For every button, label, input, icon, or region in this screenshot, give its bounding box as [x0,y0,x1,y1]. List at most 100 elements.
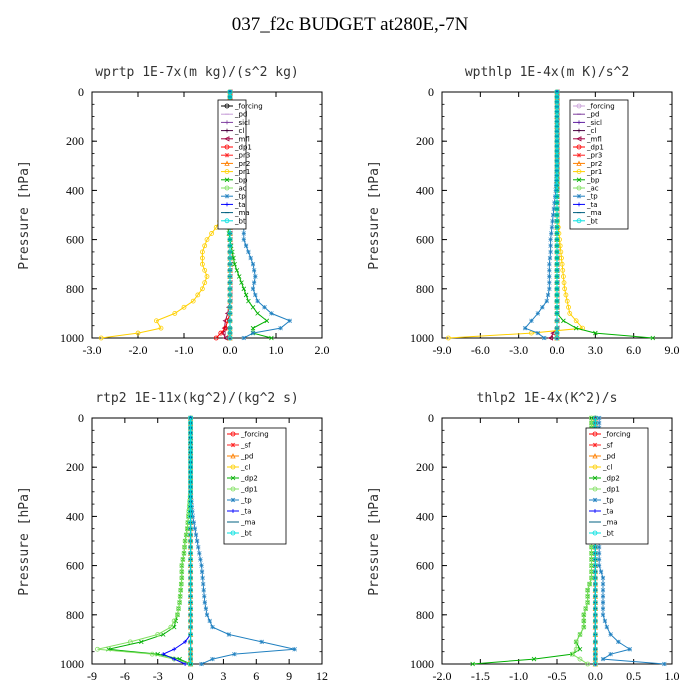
data-point [600,594,606,599]
data-point [188,445,193,450]
legend-marker [230,530,236,536]
data-point [554,335,560,341]
legend-item: _ta [573,201,598,209]
legend-label: _pr3 [234,152,250,160]
data-point [197,551,202,556]
legend-marker [577,202,581,207]
x-tick-label: 6 [253,669,259,683]
data-point [554,119,560,124]
chart-panel-4: thlp2 1E-4x(K^2)/s Pressure [hPa] 0 200 400 6… [367,391,680,683]
data-point [160,632,166,637]
data-point [608,632,613,637]
data-point [181,550,187,556]
data-point [183,662,188,666]
legend-marker [592,530,598,536]
data-point [540,305,545,310]
data-point [554,124,560,129]
data-point [232,261,237,267]
x-tick-label: -1.0 [175,343,194,357]
data-point [188,520,193,525]
x-tick-label: 0.0 [550,343,565,357]
legend-marker [576,185,582,191]
data-point [548,237,553,242]
legend-item: _cl [227,464,250,472]
legend-marker [225,120,229,125]
data-point [592,415,598,421]
data-point [188,612,193,618]
legend-label: _ta [602,508,614,516]
data-point [561,318,566,324]
data-point [188,504,193,509]
data-point [188,489,193,495]
legend-item: _sf [589,442,613,450]
data-point [188,544,193,550]
data-point [547,286,552,292]
legend-label: _forcing [586,103,615,111]
data-point [577,656,583,662]
panel-title: thlp2 1E-4x(K^2)/s [477,391,618,406]
data-point [188,581,193,587]
data-point [227,280,233,286]
data-point [560,267,566,273]
data-point [227,298,233,304]
data-point [190,298,196,304]
data-point [227,330,233,336]
legend-marker [576,160,582,166]
series-ta [161,416,193,666]
data-point [201,587,206,593]
legend-box [585,427,649,545]
data-point [554,274,560,279]
data-point [600,581,606,587]
legend-item: _pd [589,453,615,461]
legend-label: _ta [586,201,598,209]
legend-marker [576,152,582,158]
legend-item: _bt [589,530,614,538]
legend-marker [576,193,582,199]
data-point [554,231,560,236]
legend-label: _ma [240,519,256,527]
y-tick-label: 800 [416,282,434,296]
legend-marker [576,103,582,109]
data-point [598,569,604,574]
legend-item: _tp [221,193,246,201]
data-point [554,138,560,144]
y-axis-label: Pressure [hPa] [17,486,32,596]
legend-item: _pr2 [221,160,250,168]
legend-item: _pr3 [573,152,602,160]
data-point [585,661,591,667]
data-point [554,89,560,95]
legend-label: _dp2 [602,475,620,483]
data-point [202,600,208,605]
y-tick-label: 0 [428,85,434,99]
legend-label: _sicl [234,119,250,127]
data-point [227,292,233,298]
data-point [199,661,204,667]
data-point [241,286,247,292]
data-point [188,469,193,475]
legend-marker [225,202,229,207]
data-point [554,261,560,267]
data-point [554,249,560,255]
legend-label: _sf [602,442,613,450]
legend-label: _pd [602,453,615,461]
data-point [592,618,598,624]
data-point [531,656,537,662]
data-point [188,646,193,652]
data-point [139,639,144,645]
plot-frame [91,417,323,665]
data-point [596,415,602,421]
data-point [241,231,247,236]
data-point [259,639,264,645]
legend-item: _sf [227,442,251,450]
x-tick-label: -1.0 [509,669,528,683]
data-point [592,661,598,667]
data-point [592,563,598,568]
series-dp2 [106,415,193,667]
x-tick-label: -2.0 [129,343,148,357]
data-point [287,318,293,323]
data-point [573,325,579,331]
data-point [600,587,606,593]
data-point [566,304,571,310]
legend-label: _pd [240,453,253,461]
legend-item: _bt [221,217,246,225]
